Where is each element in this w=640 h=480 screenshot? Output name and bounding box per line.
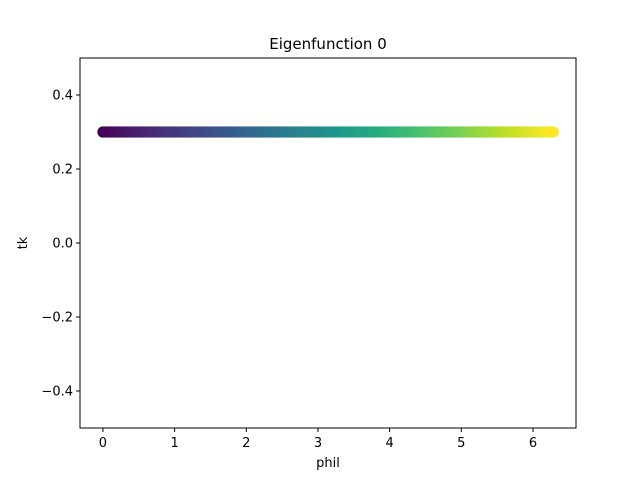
plot-frame: [79, 57, 577, 429]
x-tick-label: 3: [314, 436, 322, 451]
x-tick-label: 5: [457, 436, 465, 451]
x-tick-label: 2: [242, 436, 250, 451]
y-tick-label: −0.4: [41, 385, 73, 400]
y-axis-ticks: −0.4 −0.2 0.0 0.2 0.4: [41, 89, 80, 400]
y-tick-label: 0.2: [52, 163, 73, 178]
y-tick-label: 0.0: [52, 237, 73, 252]
x-tick-label: 6: [529, 436, 537, 451]
chart-title: Eigenfunction 0: [269, 35, 387, 53]
x-axis-label: phil: [316, 456, 340, 471]
scatter-point: [547, 126, 559, 138]
y-tick-label: −0.2: [41, 311, 73, 326]
points-layer: [97, 126, 559, 138]
y-tick-label: 0.4: [52, 89, 73, 104]
x-tick-label: 4: [386, 436, 394, 451]
x-tick-label: 1: [170, 436, 178, 451]
x-tick-label: 0: [99, 436, 107, 451]
x-axis-ticks: 0 1 2 3 4 5 6: [99, 428, 537, 451]
plot-area: [80, 58, 576, 428]
y-axis-label: tk: [16, 236, 31, 249]
